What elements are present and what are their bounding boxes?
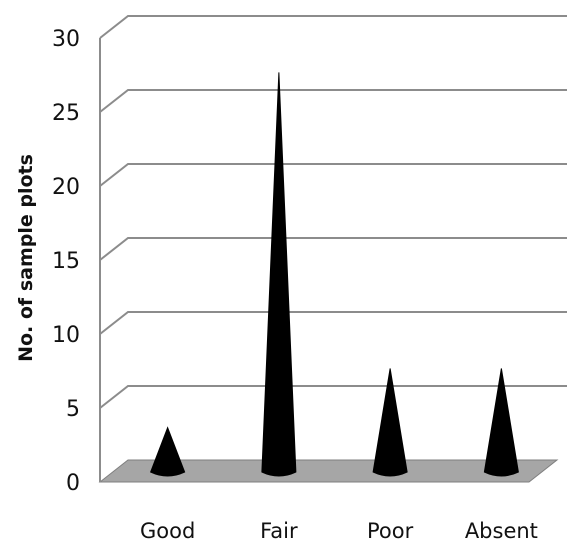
- x-category-label: Poor: [367, 519, 414, 543]
- gridline: [99, 163, 567, 187]
- gridline: [99, 311, 567, 335]
- cone-bar-good: [149, 426, 186, 477]
- y-tick-label: 10: [52, 323, 80, 348]
- chart-floor: [98, 459, 559, 483]
- x-category-label: Good: [140, 519, 195, 543]
- x-category-label: Fair: [260, 519, 298, 543]
- cone-bar-absent: [483, 368, 519, 477]
- y-tick-label: 25: [52, 101, 80, 126]
- x-category-label: Absent: [465, 519, 538, 543]
- y-tick-label: 15: [52, 249, 80, 274]
- gridline: [99, 237, 567, 261]
- cone-bar-fair: [261, 72, 297, 477]
- gridline: [99, 89, 567, 113]
- cone-bar-poor: [372, 368, 408, 477]
- y-tick-label: 30: [52, 27, 80, 52]
- y-tick-label: 20: [52, 175, 80, 200]
- gridline: [99, 15, 567, 39]
- y-tick-label: 5: [66, 397, 80, 422]
- gridline: [99, 385, 567, 409]
- y-axis-label: No. of sample plots: [15, 154, 37, 362]
- y-tick-label: 0: [66, 471, 80, 496]
